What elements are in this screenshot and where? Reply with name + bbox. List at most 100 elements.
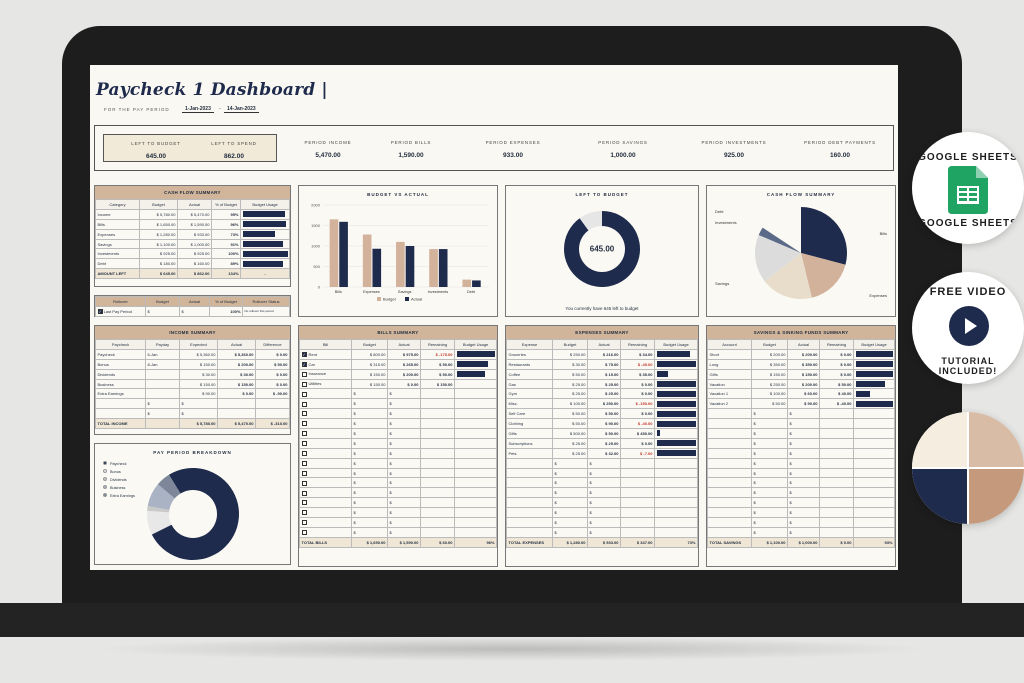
empty-cell: $ (587, 526, 621, 538)
cell-remaining: $ 150.00 (420, 378, 455, 390)
row-checkbox[interactable]: ✓ (301, 361, 307, 367)
row-checkbox[interactable] (301, 530, 307, 536)
table-row: Investments $ 925.00 $ 925.00 100% (95, 248, 290, 260)
table-row: $ $ (299, 477, 497, 489)
table-row: $ $ (506, 517, 698, 528)
table-row: $ $ (299, 428, 497, 439)
cell-actual: $ 25.00 (587, 437, 621, 449)
cell-expected: $ 30.00 (179, 368, 218, 380)
free-video-badge: FREE VIDEO TUTORIAL INCLUDED! (912, 272, 1024, 384)
row-checkbox[interactable] (301, 520, 307, 526)
empty-cell (506, 467, 553, 479)
table-row: Vacation $ 250.00 $ 200.00 $ 50.00 (707, 378, 895, 390)
bill-name: Car (308, 361, 315, 367)
kpi-label: PERIOD BILLS (390, 140, 432, 145)
usage-cell (654, 358, 698, 370)
kpi-label: PERIOD DEBT PAYMENTS (804, 140, 876, 145)
usage-bar (855, 381, 886, 387)
rollover-checkbox[interactable]: ✓ (97, 309, 103, 315)
table-row: Extra Earnings $ 90.00 $ 0.00 $ -90.00 (95, 388, 290, 400)
empty-cell (707, 428, 752, 439)
column-header: Budget Usage (853, 339, 895, 350)
empty-cell (819, 418, 854, 430)
empty-cell (620, 507, 655, 519)
row-checkbox[interactable] (301, 510, 307, 516)
income-summary-panel: INCOME SUMMARY Paycheck Payday Expected Act… (94, 325, 291, 435)
cell-pct: 134% (211, 268, 241, 280)
bar-budget (329, 219, 339, 287)
start-date-field[interactable]: 1-Jan-2023 (182, 106, 214, 113)
cell-remaining: $ 0.00 (620, 378, 655, 390)
table-row: $ $ (707, 437, 895, 449)
empty-cell: $ (751, 517, 788, 528)
cell-budget: $ 500.00 (552, 428, 588, 439)
empty-cell (707, 497, 752, 509)
empty-cell: $ (787, 447, 820, 459)
row-checkbox[interactable] (301, 371, 307, 377)
table-row: ✓ Rent $ 800.00 $ 975.00 $ -175.00 (299, 348, 497, 360)
play-icon[interactable] (949, 306, 989, 346)
y-tick-label: 500 (313, 264, 320, 269)
end-date-field[interactable]: 14-Jan-2023 (224, 106, 259, 113)
empty-cell: $ (751, 497, 788, 509)
empty-cell (299, 487, 352, 499)
empty-cell: $ (787, 477, 820, 489)
row-checkbox[interactable] (301, 480, 307, 486)
column-header: Payday (145, 339, 180, 350)
row-checkbox[interactable] (301, 431, 307, 437)
bills-summary-panel: BILLS SUMMARY Bill Budget Actual Remaining B… (298, 325, 498, 567)
table-row: $ $ (506, 467, 698, 479)
usage-cell (654, 348, 698, 360)
empty-cell: $ (387, 517, 421, 528)
empty-cell (819, 487, 854, 499)
cell-actual: $ 90.00 (787, 398, 820, 410)
cell-budget: $ (145, 305, 180, 317)
table-row: $ $ (707, 447, 895, 459)
date-separator: - (219, 106, 221, 112)
empty-cell: $ (587, 477, 621, 489)
row-label: Short (707, 348, 752, 360)
legend-item: Dividends (103, 476, 135, 484)
cell-budget: $ 150.00 (751, 368, 788, 380)
row-checkbox[interactable] (301, 441, 307, 447)
row-checkbox[interactable] (301, 450, 307, 456)
empty-cell (299, 447, 352, 459)
empty-cell: $ (751, 418, 788, 430)
empty-cell (819, 447, 854, 459)
pie-slice-debt (758, 227, 801, 253)
cell-payday: 6-Jan (145, 348, 180, 360)
usage-cell (240, 258, 290, 270)
cell-actual: $ 90.00 (587, 418, 621, 430)
row-label: Pets (506, 447, 553, 459)
usage-bar (656, 440, 696, 447)
empty-cell (620, 487, 655, 499)
kpi-value: 1,000.00 (610, 152, 636, 159)
row-checkbox[interactable] (301, 460, 307, 466)
row-checkbox[interactable] (301, 401, 307, 407)
row-checkbox[interactable] (301, 411, 307, 417)
row-checkbox[interactable]: ✓ (301, 352, 307, 358)
row-checkbox[interactable] (301, 381, 307, 387)
row-checkbox[interactable] (301, 500, 307, 506)
empty-cell (454, 418, 497, 430)
row-checkbox[interactable] (301, 470, 307, 476)
cell-budget: $ 50.00 (552, 418, 588, 430)
empty-cell: $ (587, 497, 621, 509)
legend-item: Business (103, 484, 135, 492)
row-label: Paycheck (95, 348, 146, 360)
empty-cell: $ (751, 457, 788, 469)
row-checkbox[interactable] (301, 421, 307, 427)
empty-cell: $ (387, 526, 421, 538)
empty-cell (299, 477, 352, 489)
empty-cell (819, 507, 854, 519)
row-checkbox[interactable] (301, 490, 307, 496)
cell-remaining: $ -150.00 (620, 398, 655, 410)
cell-remaining: $ 0.00 (819, 536, 854, 548)
column-header: Actual (179, 296, 210, 307)
row-checkbox[interactable] (301, 391, 307, 397)
pie-label: Debt (715, 209, 724, 214)
table-row: Self Care $ 50.00 $ 50.00 $ 0.00 (506, 408, 698, 420)
rollover-panel: Rollover Budget Actual% of Budget Rollover … (94, 295, 291, 317)
kpi-label: PERIOD SAVINGS (598, 140, 648, 145)
bar-budget (462, 279, 472, 287)
